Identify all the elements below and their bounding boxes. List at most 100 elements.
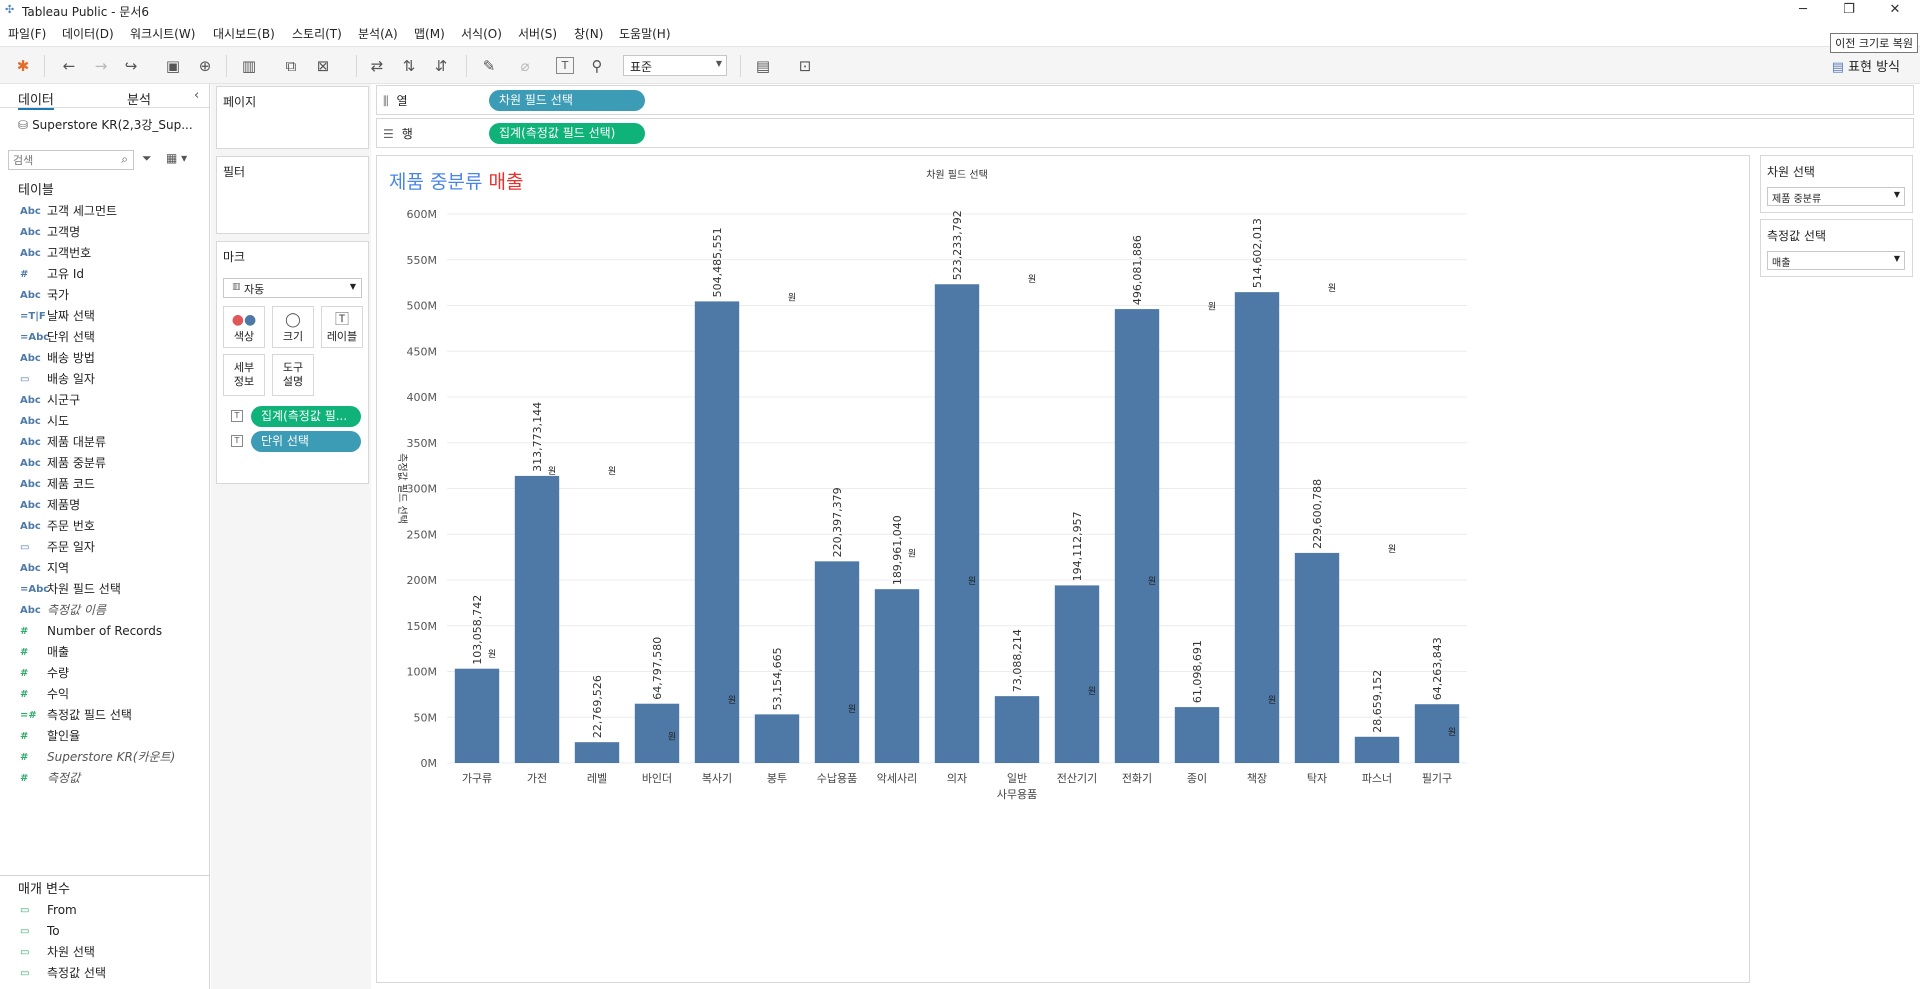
field-name: 제품명 [47,498,81,512]
datasource-item[interactable]: ⛁ Superstore KR(2,3강_Sup... [18,118,193,132]
field-item[interactable]: =Abc 단위 선택 [0,327,209,348]
field-item[interactable]: # 수익 [0,684,209,705]
rows-pill[interactable]: 집계(측정값 필드 선택) [489,123,645,144]
parameter-item[interactable]: ▭ From [0,900,209,921]
menu-data[interactable]: 데이터(D) [62,27,114,41]
clear-sheet-icon[interactable]: ⊠ [316,57,330,75]
menu-server[interactable]: 서버(S) [518,27,558,41]
show-me-button[interactable]: ▤ 표현 방식 [1831,60,1900,75]
parameter-item[interactable]: ▭ 측정값 선택 [0,963,209,984]
measure-pill[interactable]: 집계(측정값 필... [251,406,361,427]
search-input[interactable] [9,151,109,169]
new-datasource-icon[interactable]: ⊕ [198,57,212,75]
field-item[interactable]: # 매출 [0,642,209,663]
collapse-pane-icon[interactable]: ‹ [194,88,200,103]
field-item[interactable]: # 고유 Id [0,264,209,285]
menu-worksheet[interactable]: 워크시트(W) [130,27,196,41]
bar [1354,736,1400,763]
unit-pill[interactable]: 단위 선택 [251,431,361,452]
field-item[interactable]: # 할인율 [0,726,209,747]
menu-map[interactable]: 맵(M) [414,27,445,41]
filter-icon[interactable]: ⏷ [142,151,152,165]
sort-ascending-icon[interactable]: ⇅ [402,57,416,75]
field-item[interactable]: =Abc 차원 필드 선택 [0,579,209,600]
field-item[interactable]: Abc 국가 [0,285,209,306]
columns-shelf[interactable]: ⫼ 열 차원 필드 선택 [376,85,1914,115]
field-item[interactable]: # Number of Records [0,621,209,642]
dimension-parameter-select[interactable]: 제품 중분류 ▼ [1767,187,1905,206]
group-icon[interactable]: ⌀ [520,57,530,75]
restore-button[interactable]: ❐ [1843,2,1855,17]
field-item[interactable]: Abc 시군구 [0,390,209,411]
x-tick-label: 탁자 [1307,772,1327,785]
duplicate-sheet-icon[interactable]: ⧉ [285,57,297,75]
tableau-icon[interactable]: ✱ [16,57,30,75]
field-item[interactable]: Abc 고객 세그먼트 [0,201,209,222]
highlight-icon[interactable]: ✎ [482,57,496,75]
field-item[interactable]: Abc 고객번호 [0,243,209,264]
tooltip-button[interactable]: 도구 설명 [272,354,314,396]
filters-card[interactable]: 필터 [216,156,369,234]
menu-story[interactable]: 스토리(T) [292,27,342,41]
field-item[interactable]: =T|F 날짜 선택 [0,306,209,327]
pin-icon[interactable]: ⚲ [591,57,603,75]
search-field[interactable]: ⌕ [8,150,134,170]
fit-select[interactable]: 표준 ▼ [623,55,727,76]
parameter-item[interactable]: ▭ 차원 선택 [0,942,209,963]
field-item[interactable]: # 측정값 [0,768,209,789]
field-item[interactable]: Abc 고객명 [0,222,209,243]
menu-window[interactable]: 창(N) [574,27,604,41]
field-item[interactable]: ▭ 주문 일자 [0,537,209,558]
x-tick-label: 복사기 [702,772,732,785]
sort-descending-icon[interactable]: ⇵ [434,57,448,75]
field-item[interactable]: Abc 배송 방법 [0,348,209,369]
parameter-item[interactable]: ▭ To [0,921,209,942]
field-item[interactable]: # 수량 [0,663,209,684]
field-item[interactable]: Abc 제품명 [0,495,209,516]
field-item[interactable]: Abc 제품 코드 [0,474,209,495]
menu-format[interactable]: 서식(O) [461,27,502,41]
show-labels-icon[interactable]: T [556,57,574,74]
field-item[interactable]: Abc 시도 [0,411,209,432]
minimize-button[interactable]: ─ [1799,2,1807,17]
close-button[interactable]: ✕ [1889,2,1901,17]
field-item[interactable]: Abc 주문 번호 [0,516,209,537]
save-icon[interactable]: ▣ [165,57,181,75]
label-button[interactable]: 🅃 레이블 [321,306,363,348]
menu-dashboard[interactable]: 대시보드(B) [213,27,275,41]
marks-card-title: 마크 [223,250,246,264]
menu-help[interactable]: 도움말(H) [619,27,671,41]
pages-card[interactable]: 페이지 [216,86,369,149]
field-type-icon: # [20,689,29,700]
detail-button[interactable]: 세부 정보 [223,354,265,396]
mark-type-select[interactable]: ▥ 자동 ▼ [223,278,362,298]
field-name: 측정값 이름 [47,603,107,617]
redo-icon[interactable]: → [94,57,108,75]
menu-file[interactable]: 파일(F) [8,27,47,41]
field-item[interactable]: Abc 지역 [0,558,209,579]
field-item[interactable]: Abc 제품 중분류 [0,453,209,474]
show-cards-icon[interactable]: ▤ [755,57,771,75]
new-worksheet-icon[interactable]: ▥ [241,57,257,75]
menu-analysis[interactable]: 분석(A) [358,27,398,41]
field-item[interactable]: ▭ 배송 일자 [0,369,209,390]
view-options-icon[interactable]: ▦ ▾ [166,151,188,165]
field-item[interactable]: Abc 측정값 이름 [0,600,209,621]
color-button[interactable]: ●● 색상 [223,306,265,348]
undo-icon[interactable]: ← [62,57,76,75]
rows-shelf[interactable]: ☰ 행 집계(측정값 필드 선택) [376,118,1914,148]
size-button[interactable]: ◯ 크기 [272,306,314,348]
field-item[interactable]: =# 측정값 필드 선택 [0,705,209,726]
bar [754,714,800,763]
measure-parameter-select[interactable]: 매출 ▼ [1767,251,1905,270]
tab-analysis[interactable]: 분석 [127,93,151,108]
tab-data[interactable]: 데이터 [18,89,54,110]
presentation-mode-icon[interactable]: ⊡ [798,57,812,75]
field-item[interactable]: # Superstore KR(카운트) [0,747,209,768]
x-tick-label: 가전 [527,772,547,785]
field-item[interactable]: Abc 제품 대분류 [0,432,209,453]
unit-label: 원 [788,292,796,303]
replay-icon[interactable]: ↪ [124,57,138,75]
swap-rows-columns-icon[interactable]: ⇄ [370,57,384,75]
columns-pill[interactable]: 차원 필드 선택 [489,90,645,111]
